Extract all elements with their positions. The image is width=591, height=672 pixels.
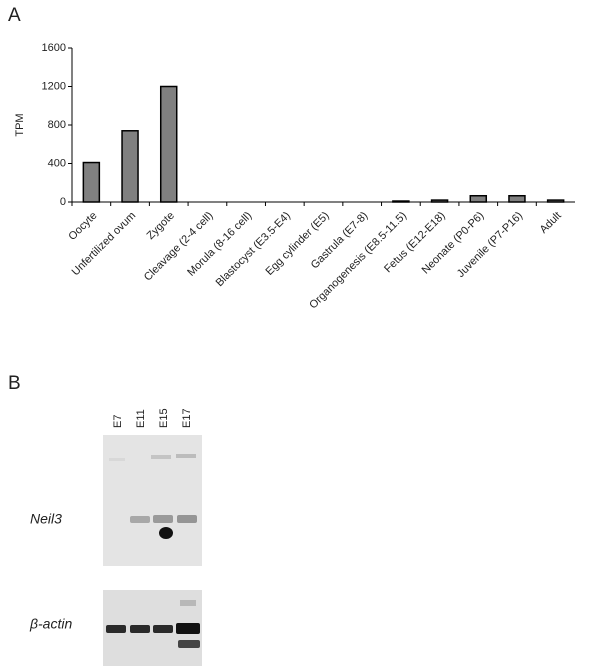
y-tick-label: 400 xyxy=(48,157,66,169)
bar xyxy=(159,85,178,203)
panel-label: A xyxy=(8,5,21,26)
lane-label: E11 xyxy=(135,409,147,428)
bar xyxy=(546,199,565,203)
bar xyxy=(392,200,410,203)
x-tick-label: Oocyte xyxy=(66,210,99,243)
bar xyxy=(82,161,101,203)
y-tick-label: 800 xyxy=(48,119,66,131)
y-tick-label: 1200 xyxy=(42,80,66,92)
blot-control xyxy=(103,590,202,666)
y-axis-label: TPM xyxy=(14,113,26,136)
lane-label: E7 xyxy=(112,415,124,428)
x-tick-label: Zygote xyxy=(145,210,177,242)
blot-gene-label: Neil3 xyxy=(30,511,62,527)
panel-label: B xyxy=(8,373,21,394)
blot-control-label: β-actin xyxy=(29,616,72,632)
x-tick-label: Adult xyxy=(538,210,564,236)
lane-label: E17 xyxy=(181,408,193,428)
lane-label: E15 xyxy=(158,408,170,428)
bar xyxy=(121,130,139,203)
bar xyxy=(508,194,526,203)
bar xyxy=(469,194,488,203)
x-tick-label: Blastocyst (E3.5-E4) xyxy=(214,210,293,289)
y-tick-label: 1600 xyxy=(42,42,66,54)
y-tick-label: 0 xyxy=(60,196,66,208)
x-tick-label: Cleavage (2-4 cell) xyxy=(142,210,216,284)
bar xyxy=(430,199,449,203)
x-tick-label: Juvenile (P7-P16) xyxy=(455,210,525,280)
blot-gene xyxy=(103,435,202,566)
